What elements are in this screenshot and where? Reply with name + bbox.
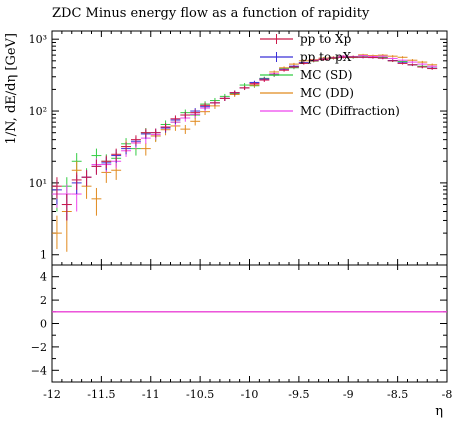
ratio-tick-label: 4 [40, 271, 47, 284]
series-mc-diffraction [52, 54, 438, 212]
x-tick-label: -11 [142, 388, 160, 401]
y-tick-label: 10³ [29, 33, 47, 46]
x-tick-label: -8.5 [387, 388, 408, 401]
y-tick-label: 10² [29, 105, 47, 118]
ratio-tick-label: 0 [40, 318, 47, 331]
x-tick-label: -9.5 [288, 388, 309, 401]
legend-label: pp to pX [300, 50, 352, 64]
x-tick-label: -11.5 [87, 388, 115, 401]
legend-label: MC (Diffraction) [300, 104, 400, 118]
x-axis-ticks: -12 -11.5 -11 -10.5 -10 -9.5 -9 -8.5 -8 [43, 31, 452, 401]
x-tick-label: -9 [343, 388, 354, 401]
legend-label: MC (SD) [300, 68, 353, 82]
x-tick-label: -10 [241, 388, 259, 401]
legend: pp to Xp pp to pX MC (SD) MC (DD) MC (Diffra… [260, 32, 400, 118]
legend-label: MC (DD) [300, 86, 354, 100]
legend-label: pp to Xp [300, 32, 352, 46]
ratio-tick-label: −4 [31, 364, 47, 377]
chart-title: ZDC Minus energy flow as a function of r… [52, 6, 370, 21]
ratio-frame [51, 264, 448, 383]
main-panel: 1 10¹ 10² 10³ [29, 30, 448, 266]
y-axis-ticks: 1 10¹ 10² 10³ [29, 33, 447, 262]
series-pp-to-xp [52, 56, 438, 221]
series-layer [52, 53, 438, 252]
ratio-tick-label: 2 [40, 294, 47, 307]
x-tick-label: -10.5 [186, 388, 214, 401]
x-axis-label: η [435, 404, 443, 419]
y-axis-label: 1/N, dE/dη [GeV] [4, 33, 19, 145]
series-pp-to-px [52, 56, 438, 221]
ratio-tick-label: −2 [31, 341, 47, 354]
main-frame [51, 30, 448, 266]
y-tick-label: 10¹ [29, 177, 47, 190]
ratio-panel: 4 2 0 −2 −4 [31, 264, 448, 383]
x-tick-label: -8 [442, 388, 453, 401]
y-tick-label: 1 [40, 249, 47, 262]
x-tick-label: -12 [43, 388, 61, 401]
series-mc-sd [52, 55, 438, 212]
ratio-axis-ticks: 4 2 0 −2 −4 [31, 264, 447, 383]
